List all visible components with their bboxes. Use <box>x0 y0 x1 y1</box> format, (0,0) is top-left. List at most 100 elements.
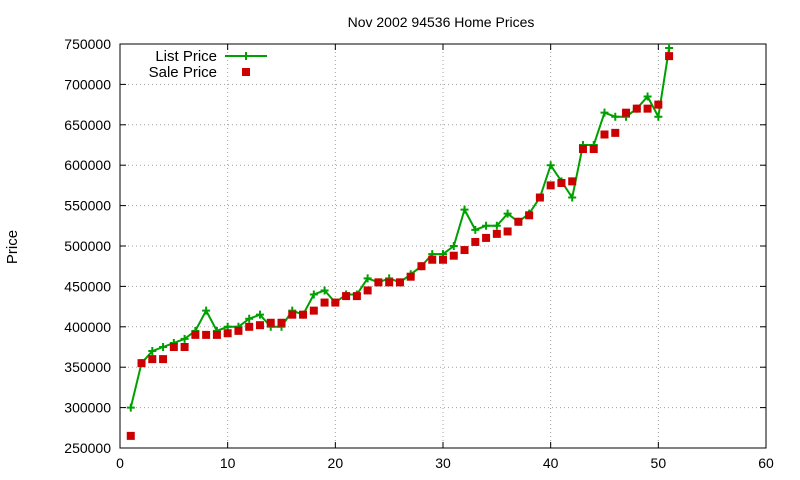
y-tick-label: 750000 <box>64 36 111 52</box>
y-tick-label: 400000 <box>64 319 111 335</box>
sale-price-point <box>460 246 469 255</box>
sale-price-point <box>492 229 501 238</box>
sale-price-point <box>374 278 383 287</box>
list-price-point <box>643 92 652 101</box>
list-price-point <box>503 209 512 218</box>
sale-price-point <box>611 128 620 137</box>
chart-title: Nov 2002 94536 Home Prices <box>348 14 535 30</box>
sale-price-point <box>223 329 232 338</box>
sale-price-point <box>449 251 458 260</box>
sale-price-point <box>406 272 415 281</box>
list-price-point <box>600 108 609 117</box>
list-price-point <box>471 225 480 234</box>
legend-marker-sale-price <box>242 68 250 76</box>
y-tick-label: 650000 <box>64 117 111 133</box>
sale-price-point <box>546 181 555 190</box>
y-axis-label: Price <box>4 230 21 264</box>
list-price-point <box>611 112 620 121</box>
sale-price-point <box>245 322 254 331</box>
sale-price-point <box>632 104 641 113</box>
gridlines <box>120 44 766 448</box>
sale-price-point <box>557 178 566 187</box>
sale-price-point <box>169 343 178 351</box>
sale-price-point <box>643 104 652 113</box>
list-price-point <box>148 347 157 356</box>
sale-price-point <box>212 330 221 339</box>
sale-price-point <box>535 193 544 202</box>
sale-price-point <box>159 355 168 364</box>
sale-price-point <box>417 262 426 271</box>
x-tick-label: 60 <box>758 455 774 471</box>
list-price-point <box>492 221 501 230</box>
legend-label-sale-price: Sale Price <box>149 64 217 81</box>
y-tick-label: 250000 <box>64 440 111 456</box>
sale-price-point <box>654 100 663 109</box>
sale-price-point <box>428 255 437 264</box>
sale-price-point <box>622 108 631 117</box>
sale-price-point <box>331 298 340 307</box>
sale-price-point <box>471 237 480 246</box>
sale-price-point <box>180 343 189 351</box>
sale-price-point <box>266 318 275 327</box>
sale-price-point <box>234 326 243 335</box>
sale-price-point <box>503 227 512 236</box>
sale-price-point <box>439 255 447 264</box>
list-price-point <box>245 314 254 323</box>
legend-label-list-price: List Price <box>155 48 217 65</box>
sale-price-point <box>277 318 286 327</box>
x-tick-label: 40 <box>543 455 559 471</box>
sale-price-point <box>309 306 318 315</box>
y-tick-label: 500000 <box>64 238 111 254</box>
x-tick-label: 20 <box>328 455 344 471</box>
list-price-point <box>255 310 264 319</box>
list-price-point <box>202 306 211 315</box>
sale-price-point <box>148 355 157 364</box>
sale-price-point <box>352 292 361 301</box>
list-price-point <box>320 286 329 295</box>
x-tick-label: 0 <box>116 455 124 471</box>
x-tick-label: 30 <box>435 455 451 471</box>
list-price-point <box>363 274 372 283</box>
sale-price-point <box>395 278 404 287</box>
sale-price-point <box>514 217 523 226</box>
sale-price-point <box>600 130 609 139</box>
list-price-point <box>546 161 555 170</box>
sale-price-point <box>482 233 491 242</box>
list-price-point <box>126 403 135 412</box>
list-price-point <box>460 205 469 214</box>
y-tick-label: 600000 <box>64 157 111 173</box>
sale-price-point <box>202 330 211 339</box>
list-price-point <box>180 334 189 343</box>
sale-price-point <box>568 177 577 186</box>
list-price-point <box>449 242 458 250</box>
list-price-point <box>568 193 577 202</box>
axes: 0 10 20 30 40 50 60 250000 300000 350000 400000 450… <box>64 36 774 471</box>
y-tick-label: 450000 <box>64 278 111 294</box>
y-tick-label: 700000 <box>64 76 111 92</box>
list-price-point <box>159 343 168 351</box>
x-tick-label: 10 <box>220 455 236 471</box>
sale-price-point <box>525 211 534 220</box>
y-tick-label: 550000 <box>64 198 111 214</box>
list-price-point <box>309 290 318 299</box>
y-tick-label: 350000 <box>64 359 111 375</box>
sale-price-point <box>363 286 372 295</box>
sale-price-point <box>299 310 308 319</box>
sale-price-point <box>137 359 146 368</box>
sale-price-point <box>665 52 674 61</box>
sale-price-point <box>191 330 200 339</box>
sale-price-point <box>288 310 297 319</box>
sale-price-point <box>255 321 264 330</box>
legend-marker-list-price <box>242 52 250 60</box>
list-price-point <box>482 221 491 230</box>
sale-price-point <box>126 431 135 440</box>
sale-price-point <box>589 145 598 154</box>
y-tick-label: 300000 <box>64 400 111 416</box>
list-price-point <box>665 44 674 53</box>
sale-price-point <box>385 278 394 287</box>
x-tick-label: 50 <box>651 455 667 471</box>
sale-price-point <box>320 298 329 307</box>
data-series <box>126 44 674 440</box>
